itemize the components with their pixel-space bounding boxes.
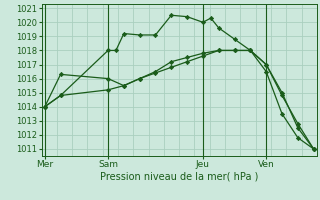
X-axis label: Pression niveau de la mer( hPa ): Pression niveau de la mer( hPa ): [100, 172, 258, 182]
